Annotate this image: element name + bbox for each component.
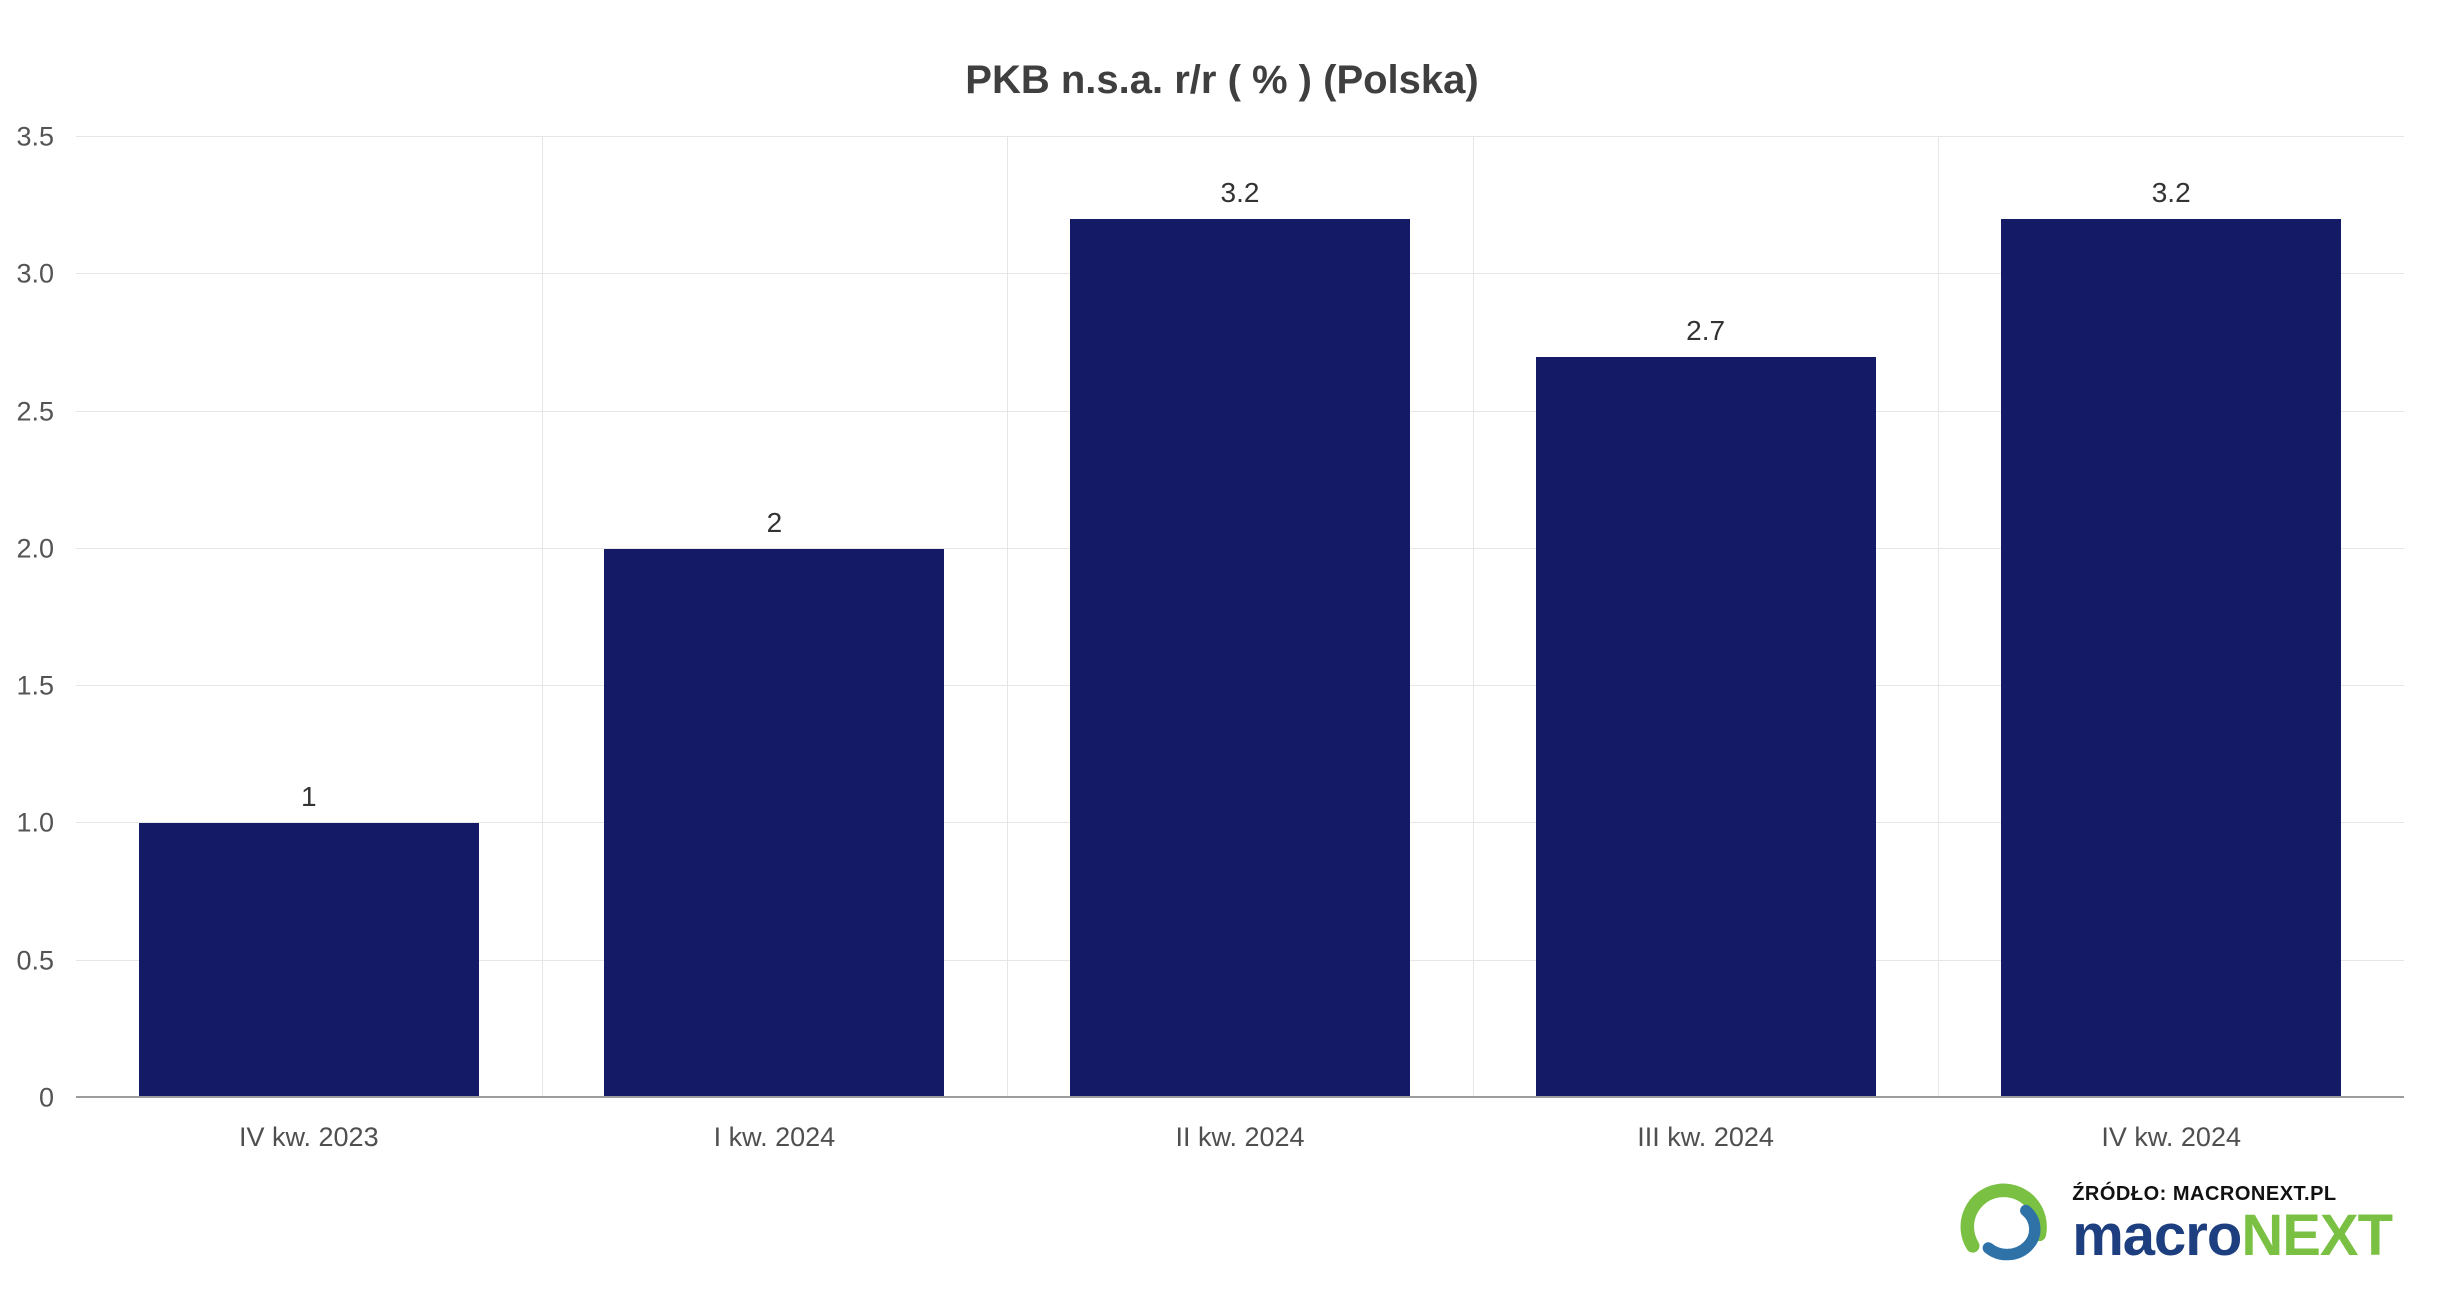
x-axis: IV kw. 2023 I kw. 2024 II kw. 2024 III kw. …: [76, 1114, 2404, 1166]
bar-value-label: 3.2: [2151, 177, 2191, 209]
y-tick-label: 1.5: [16, 670, 54, 701]
y-tick-label: 3.5: [16, 121, 54, 152]
logo-next: NEXT: [2241, 1202, 2393, 1268]
bar-value-label: 2.7: [1686, 314, 1726, 346]
plot-area: 1 2 3.2 2.7 3.2: [76, 136, 2404, 1098]
bar: [1070, 219, 1410, 1098]
bar-value-label: 1: [301, 781, 317, 813]
bar-value-label: 2: [766, 506, 783, 538]
chart-title: PKB n.s.a. r/r ( % ) (Polska): [965, 58, 1479, 102]
v-gridline: [1938, 137, 1940, 1098]
bar: [2001, 219, 2342, 1098]
y-tick-label: 0.5: [16, 945, 54, 976]
macronext-logo-icon: [1960, 1183, 2048, 1261]
y-axis: 0 0.5 1.0 1.5 2.0 2.5 3.0 3.5: [0, 123, 64, 1111]
x-tick-label: I kw. 2024: [713, 1122, 836, 1152]
y-tick-label: 2.0: [16, 533, 54, 564]
bar-value-label: 3.2: [1220, 177, 1260, 209]
source-attribution: ŹRÓDŁO: MACRONEXT.PL macroNEXT: [1954, 1172, 2393, 1276]
y-tick-label: 2.5: [16, 396, 54, 427]
v-gridline: [541, 137, 543, 1098]
x-axis-line: [76, 1096, 2404, 1098]
y-tick-label: 1.0: [16, 807, 54, 838]
bar: [604, 548, 945, 1098]
y-tick-label: 3.0: [16, 258, 54, 289]
source-label: ŹRÓDŁO: MACRONEXT.PL: [2072, 1182, 2337, 1205]
source-text-block: ŹRÓDŁO: MACRONEXT.PL macroNEXT: [2072, 1182, 2393, 1268]
x-tick-label: II kw. 2024: [1175, 1122, 1305, 1152]
h-gridline: [76, 136, 2404, 137]
x-tick-label: III kw. 2024: [1637, 1122, 1774, 1152]
bar: [138, 823, 479, 1098]
x-tick-label: IV kw. 2023: [239, 1122, 379, 1152]
v-gridline: [1007, 137, 1009, 1098]
x-tick-label: IV kw. 2024: [2101, 1122, 2241, 1152]
macronext-logotype: macroNEXT: [2072, 1202, 2393, 1268]
y-tick-label: 0: [38, 1082, 54, 1113]
v-gridline: [1472, 137, 1474, 1098]
logo-macro: macro: [2072, 1202, 2242, 1268]
bar: [1535, 356, 1876, 1098]
